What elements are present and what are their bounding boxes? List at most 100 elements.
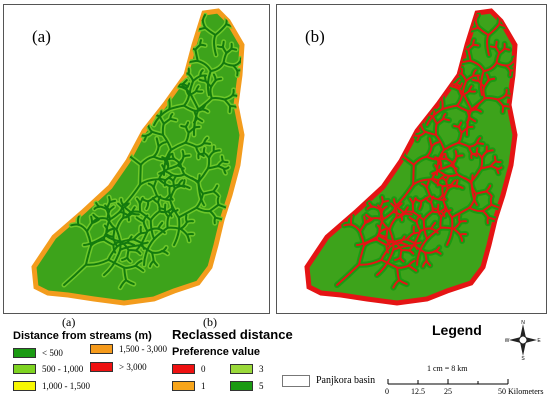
stream-line [195, 89, 203, 93]
stream-line [480, 157, 484, 170]
stream-line [513, 31, 515, 35]
stream-buffer [114, 153, 124, 164]
stream-line [435, 133, 445, 151]
stream-line [139, 178, 160, 186]
stream-line [129, 210, 142, 214]
stream-buffer [444, 69, 453, 81]
stream-line [458, 82, 464, 90]
stream-buffer [188, 31, 195, 42]
stream-line [92, 213, 100, 220]
stream-line [230, 47, 238, 51]
stream-line [446, 68, 455, 73]
stream-line [392, 279, 401, 289]
stream-buffer [443, 72, 455, 82]
stream-line [442, 117, 450, 122]
stream-buffer [428, 85, 445, 97]
stream-line [456, 46, 463, 50]
reclass-legend-item: 5 [230, 381, 264, 391]
stream-line [446, 216, 454, 246]
stream-buffer [185, 20, 192, 31]
stream-line [165, 154, 171, 162]
legend-label: > 3,000 [119, 362, 147, 372]
stream-line [168, 104, 186, 111]
stream-buffer [435, 77, 446, 90]
stream-buffer [459, 24, 473, 33]
reclass-legend-item: 3 [230, 364, 264, 374]
stream-line [399, 249, 403, 259]
stream-line [446, 71, 451, 79]
stream-line [380, 258, 399, 269]
stream-buffer [187, 25, 199, 33]
stream-line [395, 145, 403, 151]
stream-line [382, 211, 394, 221]
distance-legend-item: 500 - 1,000 [13, 364, 83, 374]
stream-line [476, 74, 480, 82]
caption-a: (a) [62, 315, 76, 329]
stream-line [425, 180, 430, 189]
stream-line [109, 211, 121, 221]
stream-line [193, 125, 201, 129]
stream-line [517, 20, 523, 21]
stream-line [197, 167, 209, 183]
stream-line [414, 197, 423, 203]
scale-bar [387, 379, 509, 385]
stream-line [442, 199, 453, 219]
stream-line [399, 214, 403, 222]
swatch [230, 381, 253, 391]
stream-line [429, 194, 445, 201]
stream-buffer [490, 5, 495, 7]
stream-buffer [171, 74, 178, 88]
stream-buffer [454, 44, 465, 52]
stream-line [364, 218, 373, 224]
stream-line [207, 157, 211, 170]
stream-line [358, 244, 366, 266]
distance-legend-item: < 500 [13, 348, 63, 358]
stream-line [105, 218, 112, 237]
scale-ratio: 1 cm = 8 km [427, 364, 468, 373]
stream-line [214, 77, 223, 82]
stream-line [412, 163, 415, 186]
stream-line [430, 141, 440, 148]
stream-line [419, 87, 425, 95]
stream-line [183, 173, 200, 183]
stream-buffer [153, 73, 163, 83]
stream-line [379, 227, 388, 233]
stream-line [188, 26, 198, 31]
stream-line [179, 62, 187, 71]
stream-line [105, 234, 123, 243]
stream-line [456, 26, 464, 30]
legend-label: 3 [259, 364, 264, 374]
stream-line [157, 141, 167, 148]
stream-buffer [232, 5, 233, 8]
stream-line [182, 154, 191, 158]
legend-label: < 500 [42, 348, 63, 358]
stream-line [495, 61, 508, 67]
stream-line [97, 217, 109, 220]
stream-line [428, 79, 433, 89]
stream-line [122, 145, 130, 151]
stream-line [85, 244, 93, 266]
stream-line [177, 53, 181, 60]
stream-line [86, 222, 94, 233]
legend-label: 500 - 1,000 [42, 364, 84, 374]
stream-line [433, 250, 442, 255]
stream-line [172, 74, 180, 80]
stream-line [505, 7, 511, 8]
stream-buffer [398, 140, 406, 153]
swatch [172, 364, 195, 374]
stream-line [134, 264, 145, 272]
stream-buffer [153, 78, 162, 91]
stream-line [232, 5, 233, 8]
scale-tick-50: 50 Kilometers [498, 387, 544, 396]
stream-line [115, 154, 123, 162]
stream-buffer [232, 7, 238, 8]
compass-n: N [521, 320, 525, 326]
stream-line [232, 7, 238, 8]
stream-line [450, 53, 454, 60]
stream-line [188, 80, 195, 94]
stream-line [462, 33, 466, 40]
stream-line [496, 167, 500, 175]
swatch [230, 364, 253, 374]
stream-line [161, 164, 166, 172]
stream-line [439, 215, 443, 229]
